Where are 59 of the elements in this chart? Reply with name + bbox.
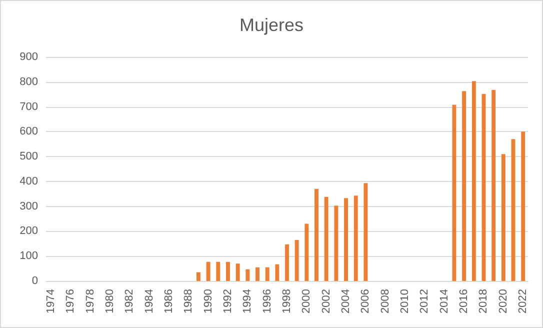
x-tick-label: 1982 — [124, 289, 136, 314]
bar — [462, 91, 466, 281]
bar — [344, 198, 348, 281]
bar — [216, 262, 220, 281]
bar — [354, 196, 358, 281]
x-tick-label: 1976 — [64, 289, 77, 314]
bar — [324, 196, 328, 281]
bar — [364, 183, 368, 281]
y-tick-label: 600 — [20, 126, 38, 138]
y-tick-label: 0 — [32, 275, 38, 287]
x-tick-label: 2018 — [478, 289, 490, 314]
x-tick-label: 2014 — [438, 289, 450, 314]
x-tick-label: 1998 — [281, 289, 293, 314]
bar — [236, 264, 240, 281]
x-tick-label: 1988 — [182, 289, 195, 314]
y-tick-label: 100 — [20, 250, 38, 262]
x-tick-label: 2012 — [418, 289, 431, 314]
bar — [226, 262, 230, 281]
x-tick-label: 1978 — [84, 289, 96, 314]
bar — [256, 267, 260, 281]
x-tick-label: 1992 — [222, 289, 234, 314]
chart-title: Mujeres — [239, 15, 304, 35]
x-tick-label: 2008 — [379, 289, 392, 314]
bar — [334, 206, 338, 281]
x-tick-label: 2016 — [458, 289, 470, 314]
bar — [521, 132, 526, 281]
x-tick-label: 2022 — [517, 289, 530, 314]
y-tick-label: 500 — [20, 150, 38, 163]
x-tick-label: 2010 — [399, 289, 412, 314]
x-tick-label: 1980 — [104, 289, 116, 314]
bar — [265, 267, 270, 281]
x-tick-label: 1994 — [242, 289, 254, 314]
y-tick-label: 200 — [20, 225, 38, 238]
y-tick-label: 300 — [20, 200, 38, 212]
x-tick-label: 1986 — [162, 289, 175, 314]
x-tick-label: 1996 — [261, 289, 274, 314]
x-tick-label: 1990 — [202, 289, 214, 314]
bar — [206, 262, 210, 281]
bar — [304, 224, 309, 281]
x-tick-label: 2002 — [320, 289, 332, 314]
bar — [501, 154, 506, 281]
x-tick-label: 2000 — [300, 289, 313, 314]
y-tick-label: 400 — [20, 175, 38, 188]
bar — [246, 269, 250, 281]
bar — [314, 188, 318, 281]
x-tick-label: 2020 — [497, 289, 510, 314]
bar — [285, 244, 289, 281]
bar — [196, 272, 200, 281]
y-tick-label: 800 — [20, 76, 38, 88]
x-tick-label: 1974 — [44, 289, 57, 314]
x-tick-label: 1984 — [143, 289, 156, 314]
x-tick-label: 2004 — [340, 289, 352, 314]
bar — [472, 81, 476, 281]
bar — [275, 264, 280, 281]
bar — [492, 90, 496, 281]
y-tick-label: 700 — [20, 100, 38, 113]
y-tick-label: 900 — [20, 51, 38, 63]
x-tick-label: 2006 — [360, 289, 372, 314]
bar — [294, 240, 299, 281]
